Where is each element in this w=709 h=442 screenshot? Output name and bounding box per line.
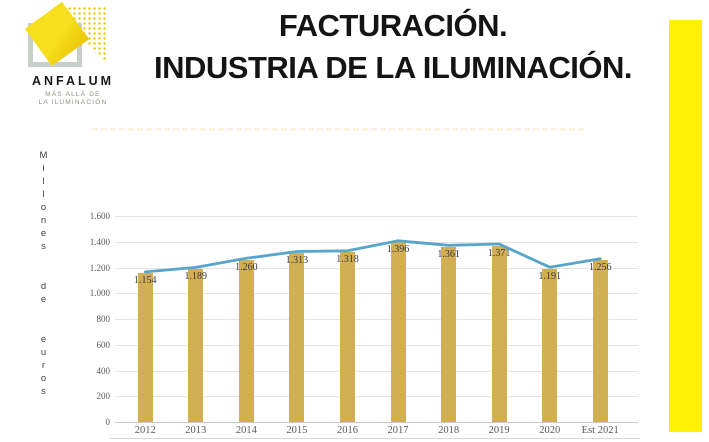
y-axis-title-char: s [41,386,46,397]
y-axis-tick-label: 400 [96,365,111,376]
y-axis-title-char: s [41,241,46,252]
bar-data-label: 1.396 [386,244,410,256]
x-axis-tick-label: 2013 [185,425,207,436]
slide-title: FACTURACIÓN. INDUSTRIA DE LA ILUMINACIÓN… [115,5,671,89]
y-axis-title-char: o [40,202,47,213]
bar-data-label: 1.361 [437,248,460,260]
y-axis-tick-label: 0 [105,417,111,427]
x-axis-tick-label: 2017 [387,425,409,436]
x-axis-tick-label: Est 2021 [581,425,619,436]
bar-data-label: 1.318 [336,254,359,266]
logo-tagline: MÁS ALLÁ DE LA ILUMINACIÓN [22,91,124,106]
y-axis-tick-label: 1.400 [89,236,110,247]
bar-2016 [340,252,355,422]
bar-data-label: 1.189 [184,270,208,282]
bar-2014 [238,259,254,422]
x-axis-tick-label: 2020 [539,425,561,436]
bar-data-label: 1.260 [235,261,258,273]
y-axis-title-char: u [40,347,47,358]
y-axis-title-char: l [42,189,45,200]
logo-brand-name: ANFALUM [31,74,115,88]
y-axis-title-char: o [40,373,47,384]
bar-2015 [289,253,305,422]
y-axis-title-char: e [40,334,47,345]
bar-est-2021 [592,260,608,422]
x-axis-tick-label: 2015 [286,425,308,436]
y-axis-tick-label: 1.200 [89,262,110,273]
x-axis-tick-label: 2016 [337,425,358,436]
y-axis-title-char: e [40,294,47,305]
bar-2012 [137,273,153,422]
y-axis-tick-label: 1.000 [89,288,110,299]
bar-2013 [188,268,204,422]
y-axis-title-char: l [42,176,45,187]
bar-data-label: 1.371 [487,247,511,259]
gridline [115,293,638,295]
bar-2017 [390,242,406,422]
gridline [115,370,638,372]
y-axis-tick-label: 800 [96,314,111,324]
x-axis-tick-label: 2014 [235,425,257,436]
gridline [115,216,638,217]
bar-data-label: 1.313 [285,255,309,266]
x-axis-tick-label: 2018 [438,425,460,436]
slide-title-line1: FACTURACIÓN. [278,8,508,43]
bar-2020 [542,268,558,422]
accent-bar [669,20,702,432]
slide-title-line2: INDUSTRIA DE LA ILUMINACIÓN. [154,50,632,85]
anfalum-logo: ANFALUM MÁS ALLÁ DE LA ILUMINACIÓN [22,1,124,108]
y-axis-title-char: e [40,228,47,239]
y-axis-tick-label: 1.600 [89,211,110,221]
y-axis-tick-label: 200 [96,391,111,402]
gridline [115,241,638,243]
bar-data-label: 1.256 [588,262,612,274]
y-axis-title-char: M [39,150,48,161]
gridline [115,319,638,320]
logo-tagline-line2: LA ILUMINACIÓN [38,98,108,106]
gridline [115,396,638,398]
x-axis-tick-label: 2012 [134,425,156,436]
chart-bottom-border [110,438,640,439]
bar-data-label: 1.191 [538,270,561,282]
y-axis-title-char: i [42,163,45,174]
x-axis-tick-label: 2019 [488,425,510,436]
y-axis-title-char: n [40,215,47,226]
gridline [115,344,638,346]
logo-tagline-line1: MÁS ALLÁ DE [45,91,101,98]
bar-2019 [491,245,507,422]
gridline [115,422,638,423]
y-axis-title-char: d [40,281,47,292]
y-axis-tick-label: 600 [96,339,111,350]
faint-dashed-line [92,128,584,131]
bar-data-label: 1.154 [134,275,157,287]
y-axis-title-char: r [41,360,46,371]
bar-2018 [441,246,457,422]
